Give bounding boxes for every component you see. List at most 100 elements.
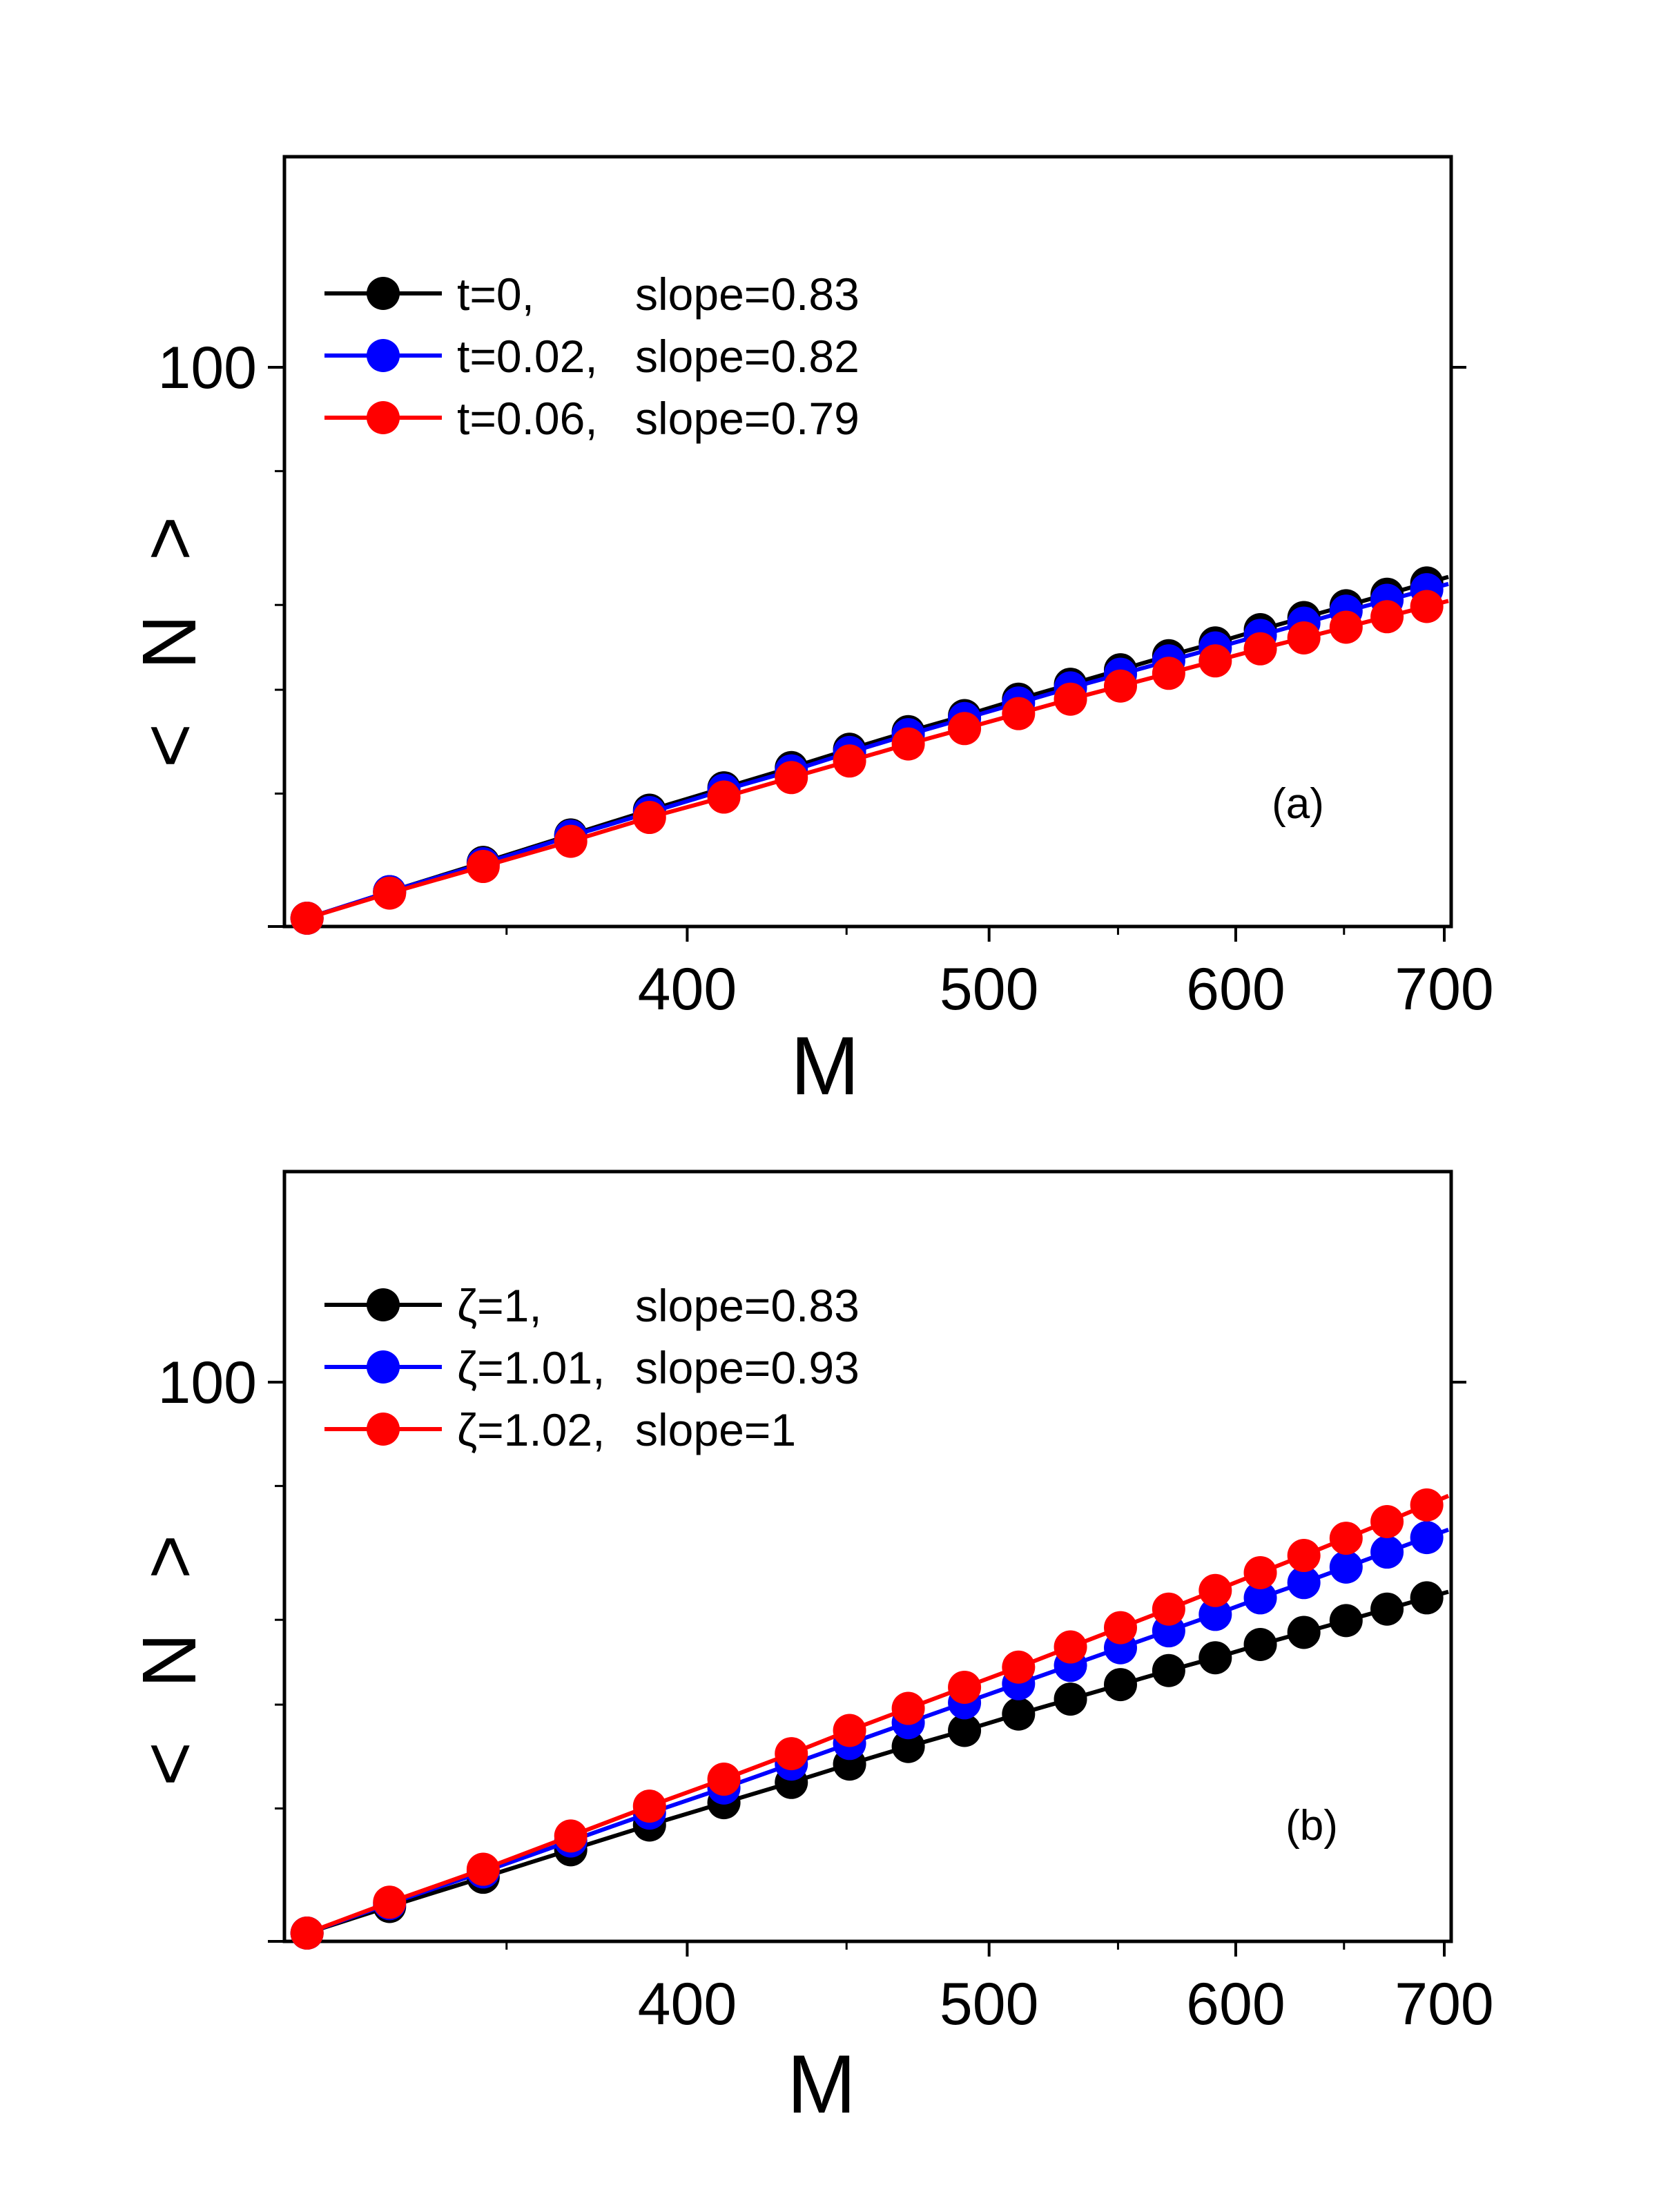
data-point [1287, 621, 1321, 654]
data-point [1410, 1521, 1444, 1555]
data-point [1329, 1522, 1363, 1555]
legend-marker [367, 1350, 400, 1384]
y-axis-title: < N > [127, 1535, 212, 1786]
data-point [632, 1789, 666, 1823]
data-point [1243, 1555, 1277, 1589]
x-tick-label: 500 [940, 1971, 1039, 2037]
plot-frame [282, 155, 1453, 929]
data-point [1152, 657, 1185, 690]
panel-label: (b) [1285, 1802, 1338, 1850]
data-point [1287, 1566, 1321, 1600]
data-point [1410, 590, 1444, 623]
x-tick-label: 700 [1395, 956, 1494, 1022]
x-axis-title: M [787, 2038, 856, 2131]
data-point [948, 1714, 982, 1747]
data-point [1243, 1581, 1277, 1615]
legend-label: t=0.02, [457, 331, 598, 382]
data-point [891, 1691, 925, 1725]
data-point [1329, 1604, 1363, 1638]
legend-slope: slope=1 [635, 1404, 796, 1455]
data-point [1370, 1505, 1404, 1539]
data-point [1370, 1592, 1404, 1626]
plot-frame [282, 1170, 1453, 1943]
data-point [373, 1885, 407, 1919]
legend-slope: slope=0.83 [635, 269, 860, 320]
legend-label: ζ=1.01, [457, 1342, 605, 1393]
data-point [466, 1852, 500, 1886]
data-point [1054, 1682, 1087, 1716]
legend-marker [367, 339, 400, 372]
data-point [290, 902, 324, 935]
x-axis-title: M [790, 1020, 860, 1112]
y-axis-title-glyph: < [127, 1742, 212, 1786]
data-point [1152, 1653, 1185, 1687]
data-point [632, 801, 666, 835]
data-point [707, 780, 741, 814]
legend-marker [367, 401, 400, 434]
series-group [290, 1488, 1450, 1950]
data-point [1198, 1641, 1232, 1675]
legend-marker [367, 277, 400, 310]
data-point [833, 1714, 866, 1747]
y-axis-title-glyph: N [127, 1633, 212, 1687]
data-point [1103, 1668, 1137, 1702]
legend-slope: slope=0.83 [635, 1280, 860, 1331]
data-point [554, 824, 588, 858]
data-point [1243, 1627, 1277, 1661]
y-axis-title-glyph: N [127, 614, 212, 669]
data-point [1103, 1611, 1137, 1645]
legend-slope: slope=0.93 [635, 1342, 860, 1393]
x-tick-label: 700 [1395, 1971, 1494, 2037]
data-point [554, 1819, 588, 1853]
x-tick-label: 600 [1186, 956, 1285, 1022]
data-point [1329, 1550, 1363, 1584]
ticks-group: 400 500 600 700 100 [158, 1350, 1494, 2037]
y-axis-title-glyph: > [127, 1535, 212, 1579]
data-point [1054, 1630, 1087, 1664]
legend: t=0, slope=0.83 t=0.02, slope=0.82 t=0.06, sl… [324, 269, 860, 444]
data-point [1287, 1616, 1321, 1649]
y-axis-title: < N > [127, 516, 212, 768]
series-group [290, 566, 1449, 935]
x-tick-label: 400 [638, 956, 737, 1022]
panel-a: 400 500 600 700 100 t=0, slope=0.83 t=0.02, slo… [127, 155, 1494, 1112]
data-point [1002, 1697, 1036, 1731]
data-point [1370, 1535, 1404, 1569]
x-tick-label: 500 [940, 956, 1039, 1022]
data-point [1370, 600, 1404, 634]
data-point [833, 744, 866, 778]
data-point [466, 850, 500, 884]
legend-slope: slope=0.79 [635, 393, 860, 444]
legend: ζ=1, slope=0.83 ζ=1.01, slope=0.93 ζ=1.02, sl… [324, 1280, 860, 1455]
legend-label: t=0, [457, 269, 534, 320]
legend-slope: slope=0.82 [635, 331, 860, 382]
data-point [1410, 1488, 1444, 1522]
data-point [290, 1917, 324, 1950]
data-point [1103, 669, 1137, 703]
data-point [1287, 1539, 1321, 1573]
ticks-group: 400 500 600 700 100 [158, 335, 1494, 1022]
y-tick-label: 100 [158, 1350, 258, 1416]
data-point [775, 1737, 808, 1771]
y-axis-title-glyph: > [127, 516, 212, 561]
data-point [775, 761, 808, 795]
data-point [1002, 1650, 1036, 1684]
data-point [891, 1729, 925, 1763]
legend-marker [367, 1413, 400, 1446]
x-tick-label: 400 [638, 1971, 737, 2037]
data-point [1198, 644, 1232, 678]
data-point [1198, 1573, 1232, 1607]
data-point [707, 1763, 741, 1796]
x-tick-label: 600 [1186, 1971, 1285, 2037]
data-point [1198, 1598, 1232, 1631]
legend-label: ζ=1, [457, 1280, 542, 1331]
data-point [1002, 697, 1036, 730]
legend-marker [367, 1288, 400, 1321]
data-point [1152, 1592, 1185, 1626]
data-point [891, 727, 925, 761]
data-point [948, 712, 982, 746]
data-point [948, 1670, 982, 1704]
panel-b: 400 500 600 700 100 ζ=1, slope=0.83 ζ=1.01, slo… [127, 1170, 1494, 2131]
data-point [1243, 632, 1277, 666]
